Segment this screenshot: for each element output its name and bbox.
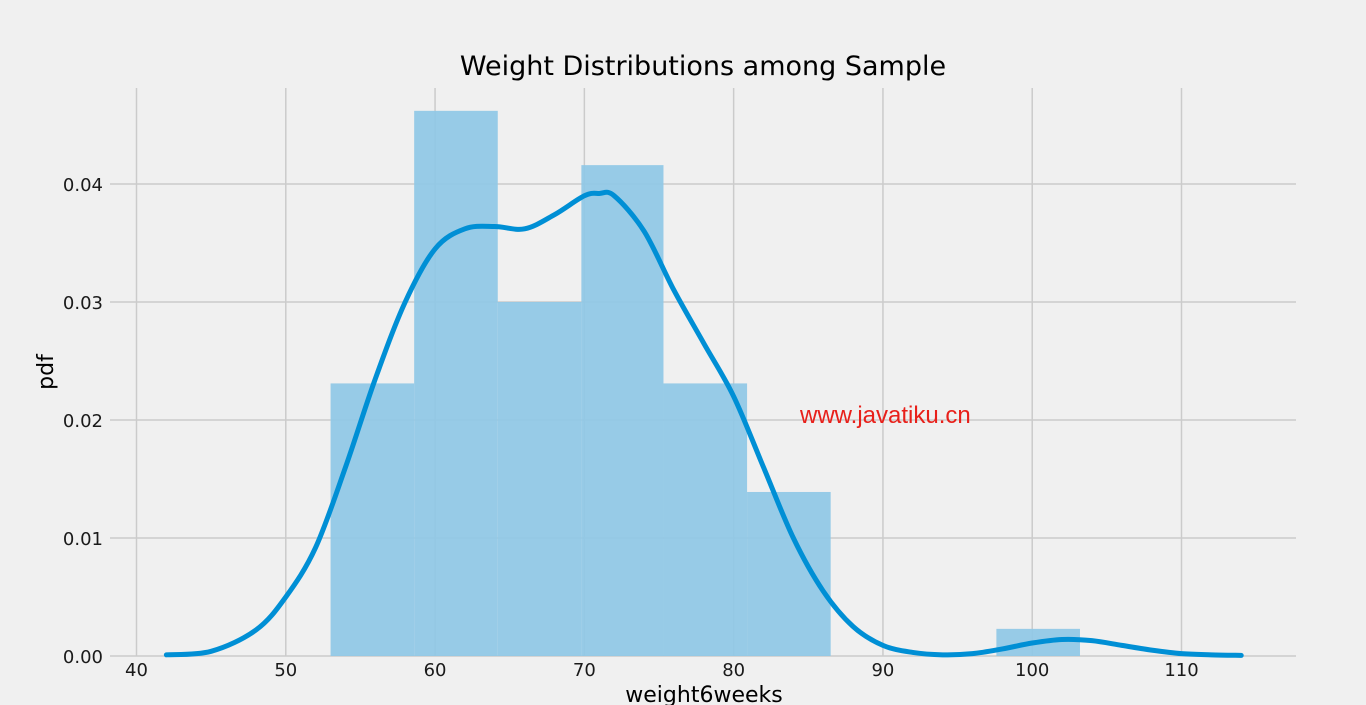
x-tick-label: 90 [871, 660, 894, 681]
y-tick-label: 0.00 [63, 647, 103, 668]
kde-curve [163, 189, 1244, 658]
chart-title: Weight Distributions among Sample [460, 51, 946, 82]
x-tick-label: 80 [722, 660, 745, 681]
histogram-bar [663, 383, 748, 656]
y-tick-label: 0.04 [63, 175, 103, 196]
histogram-bars [330, 110, 1080, 657]
tick-labels: 40 50 60 70 80 90 100 110 0.00 0.01 0.02 0.03 0.04 [63, 175, 1199, 681]
x-tick-label: 100 [1015, 660, 1049, 681]
histogram-bar [581, 165, 664, 656]
x-tick-label: 50 [274, 660, 297, 681]
y-tick-label: 0.01 [63, 529, 103, 550]
x-tick-label: 40 [125, 660, 148, 681]
x-tick-label: 60 [424, 660, 447, 681]
x-axis-label: weight6weeks [625, 683, 782, 705]
histogram-bar [497, 302, 582, 656]
kde-layer [163, 189, 1244, 658]
x-tick-label: 110 [1164, 660, 1198, 681]
histogram-bar [747, 491, 831, 656]
x-tick-label: 70 [573, 660, 596, 681]
y-axis-label: pdf [34, 353, 59, 390]
histogram-bar [414, 110, 498, 657]
histogram-bar [330, 383, 415, 656]
y-tick-label: 0.03 [63, 293, 103, 314]
watermark-text: www.javatiku.cn [799, 402, 971, 429]
y-tick-label: 0.02 [63, 411, 103, 432]
